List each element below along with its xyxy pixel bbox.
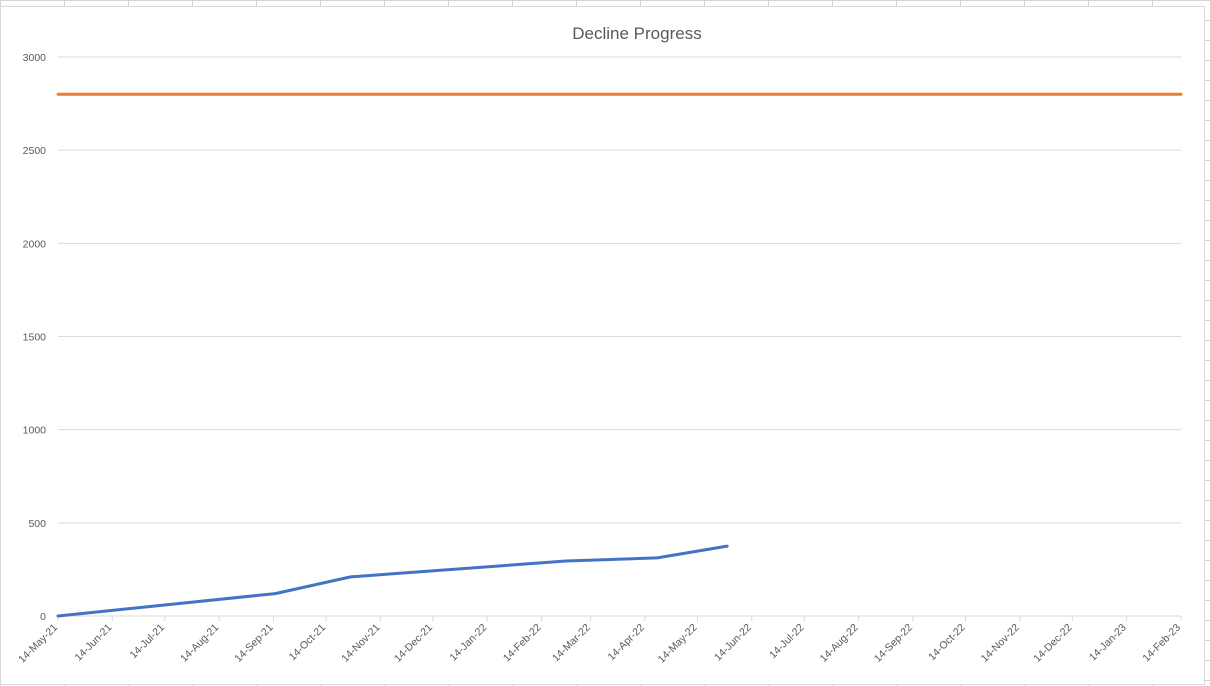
x-tick-label: 14-May-22 xyxy=(656,622,700,666)
y-tick-label: 3000 xyxy=(23,52,47,64)
x-tick-label: 14-Nov-21 xyxy=(339,622,382,665)
chart-area: Decline Progress 0 500 1000 1500 2000 2500 300… xyxy=(0,6,1205,685)
x-tick-label: 14-May-21 xyxy=(16,622,60,666)
x-tick-label: 14-Jul-21 xyxy=(128,622,168,662)
x-tick-label: 14-Jul-22 xyxy=(767,622,807,662)
x-tick-label: 14-Sep-22 xyxy=(872,622,915,665)
x-tick-label: 14-Jun-22 xyxy=(712,622,754,664)
x-tick-label: 14-Aug-22 xyxy=(818,622,861,665)
x-tick-label: 14-Dec-22 xyxy=(1031,622,1074,665)
x-tick-label: 14-Oct-21 xyxy=(287,622,329,664)
x-tick-label: 14-Oct-22 xyxy=(926,622,968,664)
y-tick-label: 500 xyxy=(28,518,46,530)
x-tick-label: 14-Feb-22 xyxy=(501,622,544,665)
x-tick-label: 14-Aug-21 xyxy=(178,622,221,665)
x-tick-label: 14-Apr-22 xyxy=(606,622,648,664)
y-tick-label: 2500 xyxy=(23,145,47,157)
x-tick-label: 14-Dec-21 xyxy=(392,622,435,665)
x-tick-label: 14-Sep-21 xyxy=(232,622,275,665)
decline-progress-chart: Decline Progress 0 500 1000 1500 2000 2500 300… xyxy=(16,24,1183,666)
y-tick-label: 0 xyxy=(40,611,46,623)
x-tick-label: 14-Jan-23 xyxy=(1087,622,1129,664)
y-tick-label: 1500 xyxy=(23,332,47,344)
x-tick-label: 14-Feb-23 xyxy=(1140,622,1183,665)
chart-title: Decline Progress xyxy=(572,24,701,43)
x-tick-label: 14-Jan-22 xyxy=(447,622,489,664)
y-tick-label: 1000 xyxy=(23,425,47,437)
y-tick-label: 2000 xyxy=(23,238,47,250)
x-tick-label: 14-Nov-22 xyxy=(979,622,1022,665)
series-line-1 xyxy=(56,544,729,618)
x-tick-label: 14-Jun-21 xyxy=(73,622,115,664)
x-tick-label: 14-Mar-22 xyxy=(550,622,593,665)
